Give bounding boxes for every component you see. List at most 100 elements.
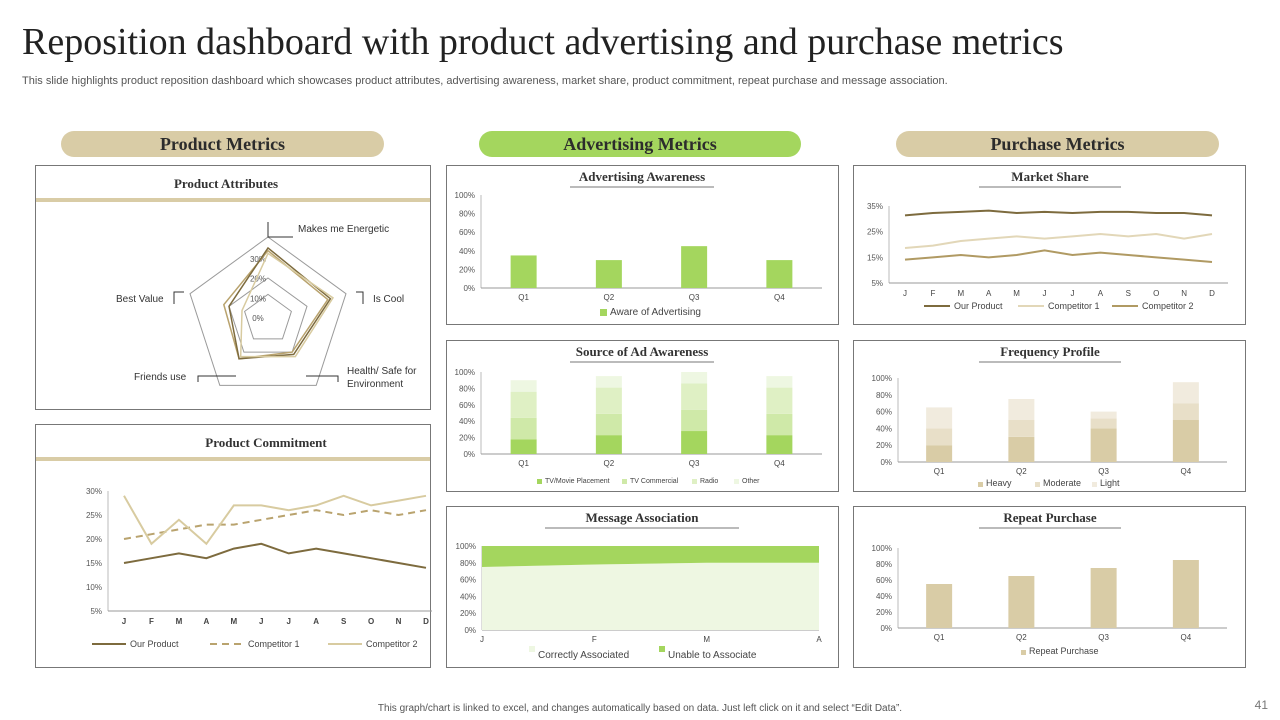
y-tick-label: 5% — [871, 279, 883, 288]
bar-aware-of-advertising — [681, 246, 708, 288]
x-tick-label: F — [930, 289, 935, 298]
x-tick-label: Q4 — [774, 293, 785, 302]
bar-repeat-purchase — [1172, 560, 1199, 628]
y-tick-label: 15% — [867, 253, 883, 262]
bar-other — [766, 376, 793, 388]
legend-label: Unable to Associate — [668, 650, 757, 661]
legend-label: Aware of Advertising — [610, 307, 701, 318]
line-competitor-1 — [123, 509, 427, 540]
section-purchase-metrics: Purchase Metrics — [896, 131, 1219, 157]
y-tick-label: 20% — [460, 609, 476, 618]
legend-label: Our Product — [130, 639, 179, 649]
x-tick-label: J — [259, 617, 263, 626]
bar-heavy — [1008, 436, 1035, 462]
legend-swatch — [692, 479, 697, 484]
bar-tv-movie-placement — [595, 435, 622, 454]
legend-label: Competitor 1 — [248, 639, 300, 649]
radar-label-leader — [173, 291, 184, 304]
bar-moderate — [1008, 420, 1035, 437]
chart-repeat-purchase: Repeat Purchase 0% 20% 40% 60% 80% 100% Q1 Q2 Q3 Q… — [872, 510, 1227, 656]
chart-title: Advertising Awareness — [579, 169, 705, 184]
bar-heavy — [1090, 428, 1117, 462]
x-tick-label: F — [149, 617, 154, 626]
bar-radio — [510, 391, 537, 418]
y-tick-label: 0% — [463, 450, 475, 459]
y-tick-label: 20% — [876, 441, 892, 450]
legend-label: Heavy — [986, 478, 1012, 488]
y-tick-label: 5% — [90, 607, 102, 616]
radar-tick-label: 0% — [252, 314, 264, 323]
y-tick-label: 80% — [460, 559, 476, 568]
chart-product-attributes: Product Attributes 0% 10% 20% 30% Makes me En… — [36, 176, 430, 390]
x-tick-label: Q2 — [604, 459, 615, 468]
x-tick-label: Q4 — [774, 459, 785, 468]
y-tick-label: 80% — [876, 560, 892, 569]
radar-axis-label: Best Value — [116, 294, 164, 305]
y-tick-label: 100% — [872, 374, 892, 383]
bar-tv-movie-placement — [510, 439, 537, 454]
chart-title: Product Attributes — [174, 176, 278, 191]
bar-repeat-purchase — [1090, 568, 1117, 628]
y-tick-label: 80% — [459, 384, 475, 393]
bar-moderate — [1172, 403, 1199, 420]
legend-label: Correctly Associated — [538, 650, 629, 661]
x-tick-label: M — [176, 617, 183, 626]
radar-tick-label: 10% — [250, 294, 266, 303]
legend-label: Other — [742, 478, 760, 485]
chart-advertising-awareness: Advertising Awareness 0% 20% 40% 60% 80% 100% Q… — [455, 169, 822, 318]
radar-grid — [189, 236, 347, 386]
bar-other — [595, 376, 622, 388]
x-tick-label: Q1 — [518, 459, 529, 468]
legend-swatch — [529, 646, 535, 652]
y-tick-label: 100% — [872, 544, 892, 553]
bar-radio — [595, 387, 622, 414]
y-tick-label: 20% — [876, 608, 892, 617]
x-tick-label: J — [1070, 289, 1074, 298]
chart-title: Message Association — [585, 510, 699, 525]
chart-title: Repeat Purchase — [1003, 510, 1097, 525]
bar-aware-of-advertising — [510, 255, 537, 288]
radar-series-3 — [239, 252, 335, 358]
radar-grid — [228, 277, 308, 353]
chart-frequency-profile: Frequency Profile 0% 20% 40% 60% 80% 100% Q1 Q2 Q… — [872, 344, 1227, 488]
y-tick-label: 60% — [876, 408, 892, 417]
x-tick-label: O — [368, 617, 374, 626]
x-tick-label: Q1 — [934, 467, 945, 476]
x-tick-label: Q3 — [689, 459, 700, 468]
x-tick-label: Q3 — [689, 293, 700, 302]
bar-tv-commercial — [681, 409, 708, 432]
x-tick-label: M — [1013, 289, 1020, 298]
footer-note: This graph/chart is linked to excel, and… — [377, 703, 903, 714]
x-tick-label: J — [122, 617, 126, 626]
page-title: Reposition dashboard with product advert… — [22, 21, 1064, 63]
chart-product-commitment: Product Commitment 5% 10% 15% 20% 25% 30% J F M A M… — [36, 435, 432, 649]
x-tick-label: J — [480, 635, 484, 644]
legend-label: Our Product — [954, 301, 1003, 311]
legend-label: Moderate — [1043, 478, 1081, 488]
legend-swatch — [1035, 482, 1040, 487]
y-tick-label: 100% — [455, 368, 475, 377]
bar-light — [1008, 399, 1035, 420]
legend-swatch — [659, 646, 665, 652]
title-band — [36, 457, 430, 461]
area-unable-to-associate — [482, 546, 819, 567]
bar-light — [926, 407, 953, 429]
legend-swatch — [622, 479, 627, 484]
y-tick-label: 0% — [880, 624, 892, 633]
panel-source-ad-awareness: Source of Ad Awareness 0% 20% 40% 60% 80% 100%… — [446, 340, 839, 492]
radar-grid — [244, 293, 292, 340]
y-tick-label: 25% — [86, 511, 102, 520]
y-tick-label: 0% — [880, 458, 892, 467]
y-tick-label: 20% — [459, 434, 475, 443]
x-tick-label: J — [1043, 289, 1047, 298]
panel-product-commitment: Product Commitment 5% 10% 15% 20% 25% 30% J F M A M… — [35, 424, 432, 668]
chart-title: Source of Ad Awareness — [576, 344, 709, 359]
y-tick-label: 100% — [456, 542, 476, 551]
x-tick-label: A — [986, 289, 992, 298]
panel-product-attributes: Product Attributes 0% 10% 20% 30% Makes me En… — [35, 165, 431, 410]
x-tick-label: Q2 — [604, 293, 615, 302]
x-tick-label: M — [957, 289, 964, 298]
radar-axis-label: Environment — [347, 379, 403, 390]
panel-market-share: Market Share 5% 15% 25% 35% J F M A M J J A S O N D Our P… — [853, 165, 1246, 325]
x-tick-label: Q1 — [934, 633, 945, 642]
